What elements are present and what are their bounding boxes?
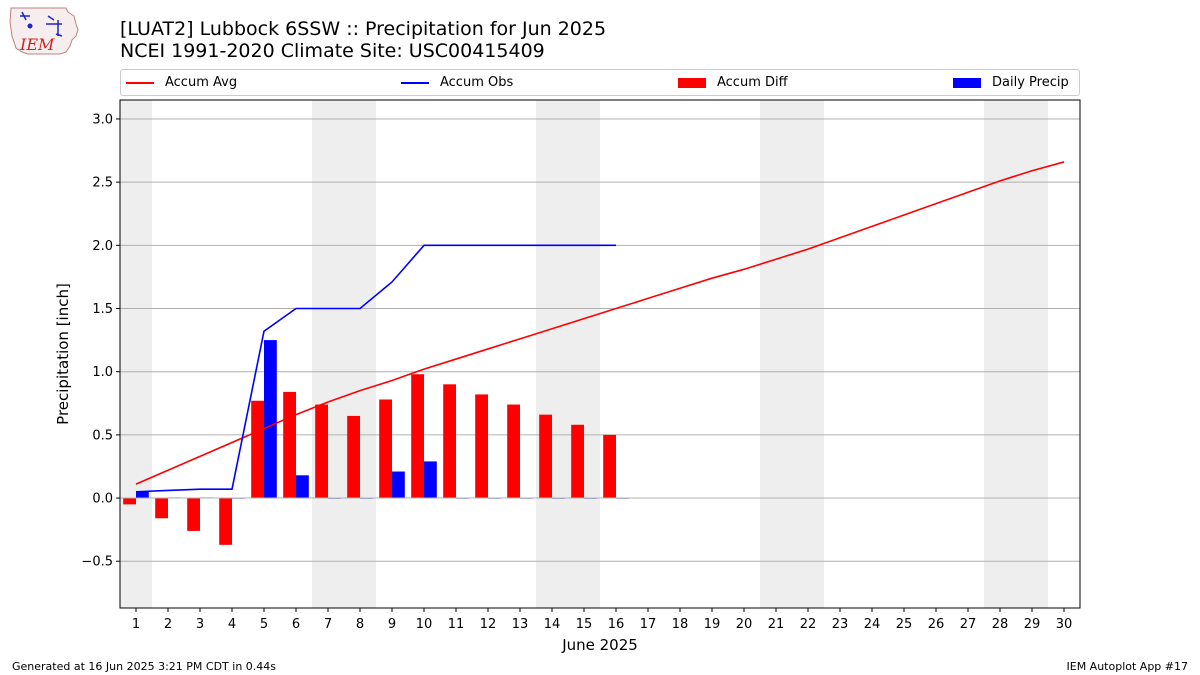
y-tick-label: 2.0	[92, 239, 113, 254]
x-tick-label: 1	[132, 617, 140, 632]
x-tick-label: 3	[196, 617, 204, 632]
iem-logo: IEM	[9, 7, 79, 55]
weekend-shade-3	[760, 100, 824, 608]
accum-diff-bar	[347, 415, 360, 499]
y-tick-label: 0.0	[92, 492, 113, 507]
accum-diff-bar	[251, 400, 264, 499]
x-tick-label: 30	[1056, 617, 1073, 632]
x-tick-label: 26	[928, 617, 945, 632]
legend-item-accum-obs: Accum Obs	[401, 70, 513, 95]
bars	[123, 340, 629, 545]
legend-swatch-accum-obs	[401, 81, 429, 84]
x-tick-label: 11	[448, 617, 465, 632]
weekend-shade-4	[984, 100, 1048, 608]
x-tick-label: 28	[992, 617, 1009, 632]
accum-diff-bar	[507, 404, 520, 499]
x-tick-label: 29	[1024, 617, 1041, 632]
y-gridlines	[120, 118, 1080, 562]
legend-item-daily-precip: Daily Precip	[953, 70, 1069, 95]
x-tick-label: 20	[736, 617, 753, 632]
y-tick-label: 1.0	[92, 365, 113, 380]
legend-label-accum-obs: Accum Obs	[440, 75, 514, 90]
x-tick-label: 2	[164, 617, 172, 632]
x-axis-label: June 2025	[561, 636, 638, 654]
y-tick-label: 2.5	[92, 176, 113, 191]
weekend-shade-1	[312, 100, 376, 608]
x-tick-label: 4	[228, 617, 236, 632]
legend-label-daily-precip: Daily Precip	[992, 75, 1069, 90]
x-tick-label: 22	[800, 617, 817, 632]
chart-title: [LUAT2] Lubbock 6SSW :: Precipitation fo…	[120, 18, 607, 40]
x-tick-label: 10	[416, 617, 433, 632]
accum-diff-bar	[571, 424, 584, 499]
x-tick-label: 9	[388, 617, 396, 632]
y-axis-label: Precipitation [inch]	[54, 283, 72, 425]
accum-diff-bar	[155, 498, 168, 519]
logo-text: IEM	[19, 35, 55, 54]
chart-subtitle: NCEI 1991-2020 Climate Site: USC00415409	[120, 40, 545, 62]
accum-diff-bar	[219, 498, 232, 545]
accum-diff-bar	[475, 394, 488, 499]
footer-generated: Generated at 16 Jun 2025 3:21 PM CDT in …	[12, 660, 277, 673]
legend-item-accum-avg: Accum Avg	[126, 70, 237, 95]
x-tick-label: 25	[896, 617, 913, 632]
accum-diff-bar	[539, 414, 552, 499]
x-tick-label: 6	[292, 617, 300, 632]
accum-avg-line	[135, 161, 1065, 485]
accum-diff-bar	[187, 498, 200, 531]
x-tick-label: 21	[768, 617, 785, 632]
accum-obs-line	[135, 244, 616, 493]
x-tick-label: 13	[512, 617, 529, 632]
sun-icon	[27, 23, 33, 29]
x-tick-label: 5	[260, 617, 268, 632]
y-tick-label: −0.5	[81, 555, 113, 570]
daily-precip-bar	[136, 491, 149, 499]
legend-label-accum-diff: Accum Diff	[717, 75, 788, 90]
daily-precip-bar	[264, 340, 277, 499]
x-tick-label: 18	[672, 617, 689, 632]
legend-label-accum-avg: Accum Avg	[165, 75, 238, 90]
iowa-outline-icon	[9, 7, 79, 55]
y-tick-label: 1.5	[92, 302, 113, 317]
daily-precip-bar	[392, 471, 405, 499]
x-tick-label: 8	[356, 617, 364, 632]
y-tick-label: 3.0	[92, 112, 113, 127]
x-tick-label: 12	[480, 617, 497, 632]
weekend-shading	[120, 100, 1048, 608]
x-ticks: 1 2 3 4 5 6 7 8 9 10 11 12 13 14 15 16 17 18 19 20 21 22 23 24 2…	[132, 608, 1072, 632]
x-tick-label: 24	[864, 617, 881, 632]
x-tick-label: 17	[640, 617, 657, 632]
accum-diff-bar	[443, 384, 456, 499]
y-tick-label: 0.5	[92, 428, 113, 443]
legend-item-accum-diff: Accum Diff	[678, 70, 788, 95]
accum-diff-bar	[283, 391, 296, 499]
x-tick-label: 7	[324, 617, 332, 632]
daily-precip-bar	[296, 475, 309, 499]
weekend-shade-0	[120, 100, 152, 608]
x-tick-label: 14	[544, 617, 561, 632]
footer-app: IEM Autoplot App #17	[1066, 660, 1189, 673]
plot-frame	[119, 99, 1081, 609]
accum-diff-bar	[379, 399, 392, 499]
accum-diff-bar	[603, 434, 616, 499]
y-ticks: −0.5 0.0 0.5 1.0 1.5 2.0 2.5 3.0	[81, 112, 120, 570]
daily-precip-bar	[424, 461, 437, 499]
x-tick-label: 23	[832, 617, 849, 632]
x-tick-label: 27	[960, 617, 977, 632]
x-tick-label: 19	[704, 617, 721, 632]
weekend-shade-2	[536, 100, 600, 608]
accum-diff-bar	[411, 374, 424, 499]
weather-icon	[20, 11, 63, 37]
legend-swatch-daily-precip	[953, 77, 981, 88]
x-tick-label: 15	[576, 617, 593, 632]
legend-swatch-accum-diff	[678, 77, 706, 88]
series-lines	[120, 161, 1080, 499]
legend: Accum Avg Accum Obs Accum Diff Daily Pre…	[120, 69, 1080, 96]
x-tick-label: 16	[608, 617, 625, 632]
legend-swatch-accum-avg	[126, 81, 154, 84]
accum-diff-bar	[315, 404, 328, 499]
accum-diff-bar	[123, 498, 136, 505]
